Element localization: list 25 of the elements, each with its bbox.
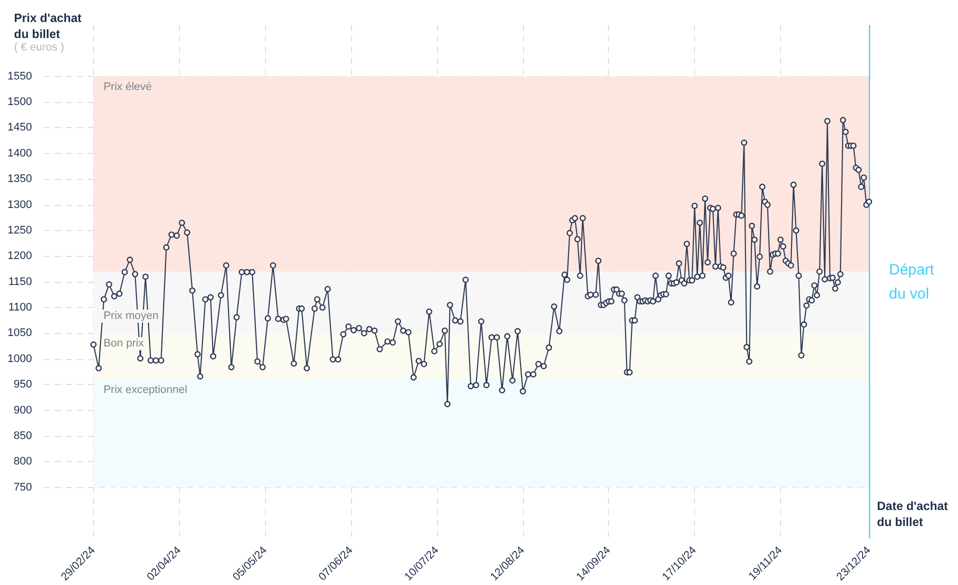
y-tick-label: 1500 [8,96,32,108]
y-tick-label: 1200 [8,250,32,262]
ref-line-label: Départ du vol [889,262,935,302]
y-tick-label: 1050 [8,327,32,340]
band-label: Prix exceptionnel [103,384,188,396]
annotation: ( € euros ) [14,42,64,54]
y-tick-label: 1250 [8,224,32,236]
band-label: Prix élevé [103,80,152,93]
y-tick-label: 1000 [8,352,32,365]
y-tick-label: 1100 [8,302,32,314]
band-label: Bon prix [103,338,144,350]
y-tick-label: 800 [14,456,32,468]
y-tick-label: 1400 [8,147,32,160]
y-tick-label: 1150 [8,276,32,288]
y-tick-label: 950 [14,378,32,391]
y-tick-label: 900 [14,404,32,416]
y-tick-label: 1300 [8,198,32,211]
x-axis-title: Date d'achat du billet [877,499,948,529]
y-tick-label: 1450 [8,122,32,134]
y-tick-label: 1350 [8,173,32,186]
y-tick-label: 1550 [8,70,32,82]
y-tick-label: 850 [14,430,32,442]
y-tick-label: 750 [14,481,32,494]
y-axis-title: Prix d'achat du billet [14,11,82,41]
band-label: Prix moyen [103,310,158,322]
